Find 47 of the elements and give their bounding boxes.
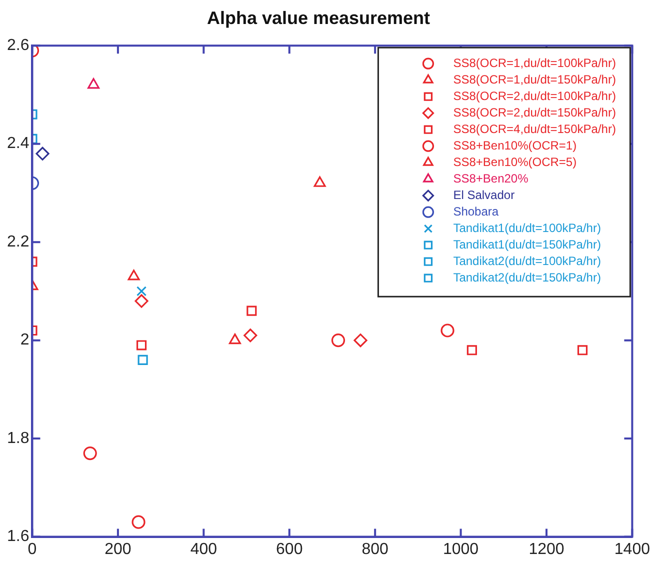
point [354,334,368,348]
x-tick-label: 400 [190,540,218,558]
x-tick-label: 200 [104,540,132,558]
point [136,286,147,296]
legend-label: Shobara [453,204,499,218]
point [466,345,477,356]
point [132,515,146,529]
point [136,340,147,350]
point [134,294,148,308]
point [83,446,97,460]
point [331,334,346,348]
y-tick-label: 2 [20,332,30,349]
legend-label: SS8+Ben10%(OCR=1) [453,138,577,152]
chart-title: Alpha value measurement [206,8,430,28]
legend-label: SS8(OCR=1,du/dt=150kPa/hr) [453,72,616,86]
point [128,270,140,280]
legend-label: SS8(OCR=2,du/dt=100kPa/hr) [453,88,616,103]
point [36,146,50,160]
y-tick-label: 1.8 [6,430,30,447]
point [88,78,100,89]
point [246,306,257,316]
legend-label: Tandikat1(du/dt=100kPa/hr) [453,220,601,235]
x-tick-label: 1400 [614,540,650,558]
x-tick-label: 1200 [528,540,564,558]
legend-label: Tandikat1(du/dt=150kPa/hr) [453,237,601,252]
point [138,354,148,366]
x-tick-label: 800 [362,540,389,558]
legend-label: SS8(OCR=1,du/dt=100kPa/hr) [453,56,616,70]
legend-label: El Salvador [453,188,515,202]
legend-label: Tandikat2(du/dt=150kPa/hr) [453,270,601,284]
y-tick-label: 2.6 [6,37,30,54]
x-tick-label: 600 [276,540,303,558]
point [314,176,326,187]
legend-label: SS8+Ben10%(OCR=5) [453,154,577,169]
point [577,345,588,356]
legend-label: SS8(OCR=2,du/dt=150kPa/hr) [453,105,616,120]
point [228,334,241,344]
y-tick-label: 2.2 [6,233,30,250]
legend-label: Tandikat2(du/dt=100kPa/hr) [453,254,601,268]
point [244,328,258,342]
y-tick-label: 1.6 [6,528,30,546]
x-tick-label: 1000 [442,540,479,558]
legend-label: SS8+Ben20% [453,171,529,186]
legend-label: SS8(OCR=4,du/dt=150kPa/hr) [453,122,616,136]
point [440,324,454,338]
y-tick-label: 2.4 [6,135,30,152]
x-tick-label: 0 [28,540,37,558]
